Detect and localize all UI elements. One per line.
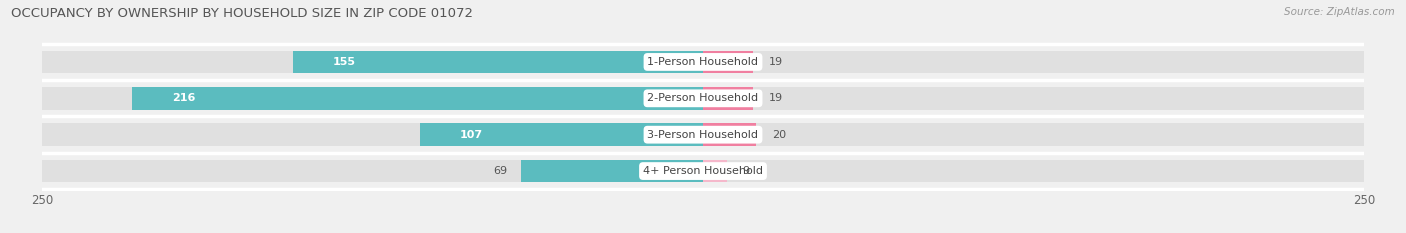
Text: 216: 216 — [172, 93, 195, 103]
Text: 9: 9 — [742, 166, 749, 176]
Bar — [703, 123, 756, 146]
Text: 69: 69 — [494, 166, 508, 176]
Text: Source: ZipAtlas.com: Source: ZipAtlas.com — [1284, 7, 1395, 17]
Text: 107: 107 — [460, 130, 482, 140]
Text: 2-Person Household: 2-Person Household — [647, 93, 759, 103]
Text: 19: 19 — [769, 57, 783, 67]
Bar — [703, 51, 754, 73]
Text: 1-Person Household: 1-Person Household — [648, 57, 758, 67]
Text: 3-Person Household: 3-Person Household — [648, 130, 758, 140]
Bar — [42, 160, 1364, 182]
Bar — [132, 87, 703, 110]
Bar — [42, 51, 1364, 73]
Text: 155: 155 — [333, 57, 356, 67]
Bar — [520, 160, 703, 182]
Bar — [42, 87, 1364, 110]
Bar — [703, 87, 754, 110]
Bar — [703, 160, 727, 182]
Bar — [42, 123, 1364, 146]
Text: 4+ Person Household: 4+ Person Household — [643, 166, 763, 176]
Bar — [294, 51, 703, 73]
Text: 20: 20 — [772, 130, 786, 140]
Bar — [420, 123, 703, 146]
Text: 19: 19 — [769, 93, 783, 103]
Text: OCCUPANCY BY OWNERSHIP BY HOUSEHOLD SIZE IN ZIP CODE 01072: OCCUPANCY BY OWNERSHIP BY HOUSEHOLD SIZE… — [11, 7, 474, 20]
